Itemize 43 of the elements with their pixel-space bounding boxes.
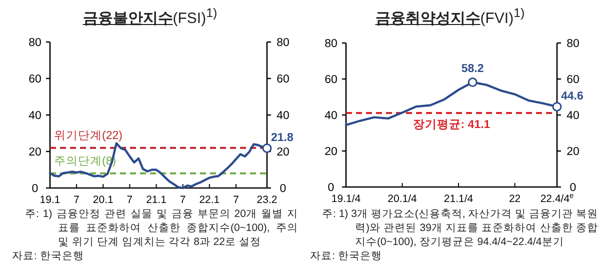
text: 자료: 한국은행 bbox=[12, 249, 84, 263]
text: 주: 1) 금융안정 관련 실물 및 금융 부문의 20개 월별 지표를 표준화하여 산출한 종합지수(0~100), 주의 및 위기 단계 임계치는 각각 8과 22로 설정 bbox=[25, 207, 298, 249]
y2-tick-label: 60 bbox=[276, 74, 290, 86]
y-tick-label: 0 bbox=[328, 182, 334, 194]
data-label: 44.6 bbox=[561, 90, 584, 103]
x-tick-label: 19.1 bbox=[40, 194, 60, 206]
y-tick-label: 60 bbox=[324, 74, 338, 86]
x-tick-label: 7 bbox=[233, 194, 240, 206]
y2-tick-label: 20 bbox=[566, 146, 580, 158]
x-tick-label: 7 bbox=[74, 194, 80, 206]
x-tick-label: 19.1/4 bbox=[331, 193, 361, 205]
text: 주: 1) 3개 평가요소(신용축적, 자산가격 및 금융기관 복원력)와 관련된 39개 지표를 표준화하여 산출한 종합지수(0~100), 장기평균은 94.4/4~22.4/4분기 bbox=[322, 207, 598, 249]
x-tick-label: 20.1 bbox=[92, 194, 114, 206]
x-tick-label: 7 bbox=[126, 194, 133, 206]
y-tick-label: 40 bbox=[324, 110, 338, 122]
chart-title: 금융취약성지수(FVI)$^{1)}$ bbox=[374, 6, 526, 28]
y2-tick-label: 40 bbox=[566, 110, 580, 122]
x-tick-label: 21.1 bbox=[146, 194, 167, 206]
y-tick-label: 60 bbox=[28, 74, 42, 86]
x-tick-label: 22.1 bbox=[199, 194, 220, 206]
y-tick-label: 80 bbox=[28, 37, 42, 49]
y-tick-label: 80 bbox=[324, 38, 338, 50]
x-tick-label: 20.1/4 bbox=[388, 193, 418, 205]
y2-tick-label: 80 bbox=[276, 37, 290, 49]
y-tick-label: 20 bbox=[324, 146, 338, 158]
ref-line-label: 장기평균: 41.1 bbox=[412, 118, 491, 132]
y2-tick-label: 0 bbox=[280, 183, 286, 195]
text: 자료: 한국은행 bbox=[310, 249, 382, 263]
x-tick-label: 23.2 bbox=[256, 194, 278, 206]
y-tick-label: 40 bbox=[28, 110, 42, 122]
x-tick-label: 7 bbox=[180, 194, 186, 206]
x-tick-label: 21.1/4 bbox=[444, 193, 474, 205]
x-tick-label: 22 bbox=[508, 193, 521, 205]
data-label: 21.8 bbox=[271, 132, 294, 144]
y-tick-label: 20 bbox=[28, 146, 42, 158]
y2-tick-label: 60 bbox=[566, 74, 580, 86]
y2-tick-label: 20 bbox=[276, 146, 290, 158]
chart-title: 금융불안지수(FSI)$^{1)}$ bbox=[82, 6, 218, 28]
y2-tick-label: 80 bbox=[566, 38, 580, 50]
ref-line-label: 위기단계(22) bbox=[54, 130, 123, 142]
y-tick-label: 0 bbox=[32, 183, 38, 195]
y2-tick-label: 40 bbox=[276, 110, 290, 122]
data-label: 58.2 bbox=[461, 63, 484, 76]
